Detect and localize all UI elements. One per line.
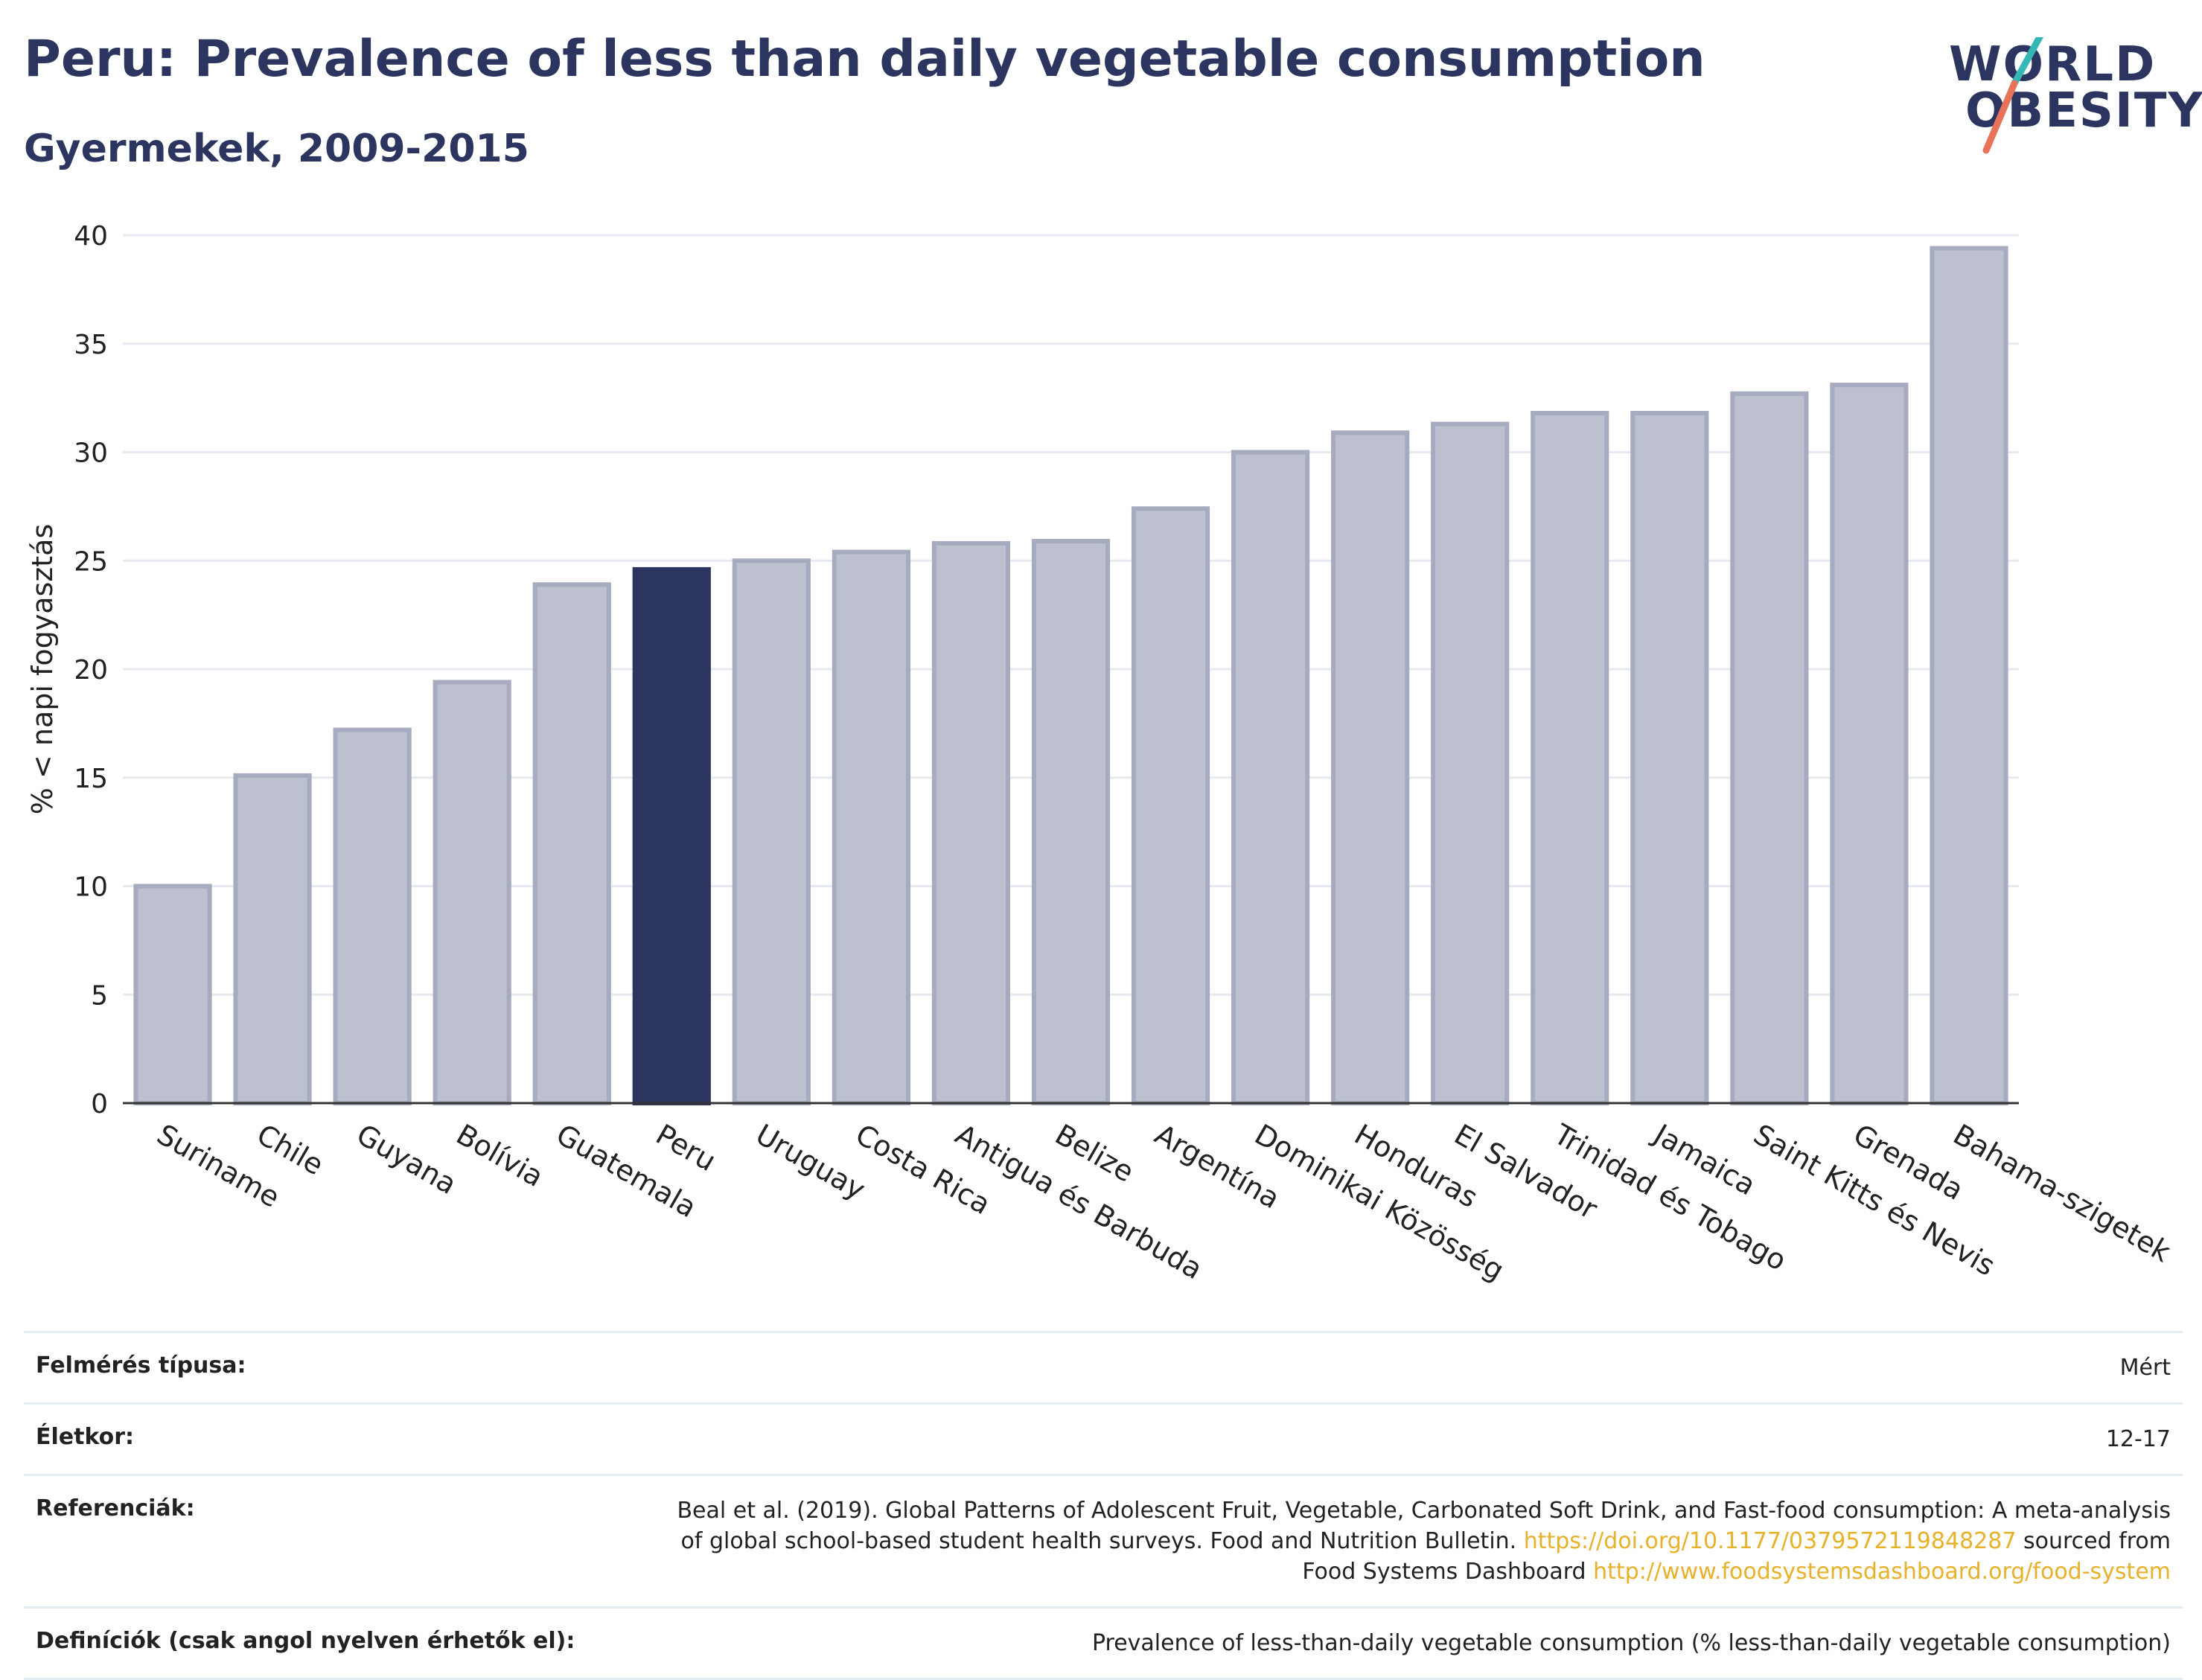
bar: [1730, 391, 1809, 1106]
reference-text-1: Beal et al. (2019). Global Patterns of A…: [677, 1498, 2171, 1524]
age-label: Életkor:: [36, 1424, 135, 1450]
definitions-label: Definíciók (csak angol nyelven érhetők e…: [36, 1628, 575, 1654]
age-row: Életkor: 12-17: [24, 1402, 2183, 1474]
bar: [433, 680, 511, 1105]
references-value: Beal et al. (2019). Global Patterns of A…: [677, 1495, 2171, 1587]
logo-slash-icon: [1982, 37, 2043, 154]
bar: [931, 540, 1011, 1105]
y-tick-label: 5: [91, 980, 108, 1011]
definitions-row: Definíciók (csak angol nyelven érhetők e…: [24, 1606, 2183, 1680]
bar: [1331, 430, 1410, 1105]
page-subtitle: Gyermekek, 2009-2015: [24, 127, 529, 171]
x-tick-label: Uruguay: [750, 1118, 871, 1207]
bar: [1531, 411, 1609, 1105]
survey-type-row: Felmérés típusa: Mért: [24, 1331, 2183, 1402]
bar: [1031, 539, 1111, 1105]
x-tick-label: Peru: [651, 1118, 721, 1178]
y-tick-label: 15: [74, 764, 108, 794]
references-row: Referenciák: Beal et al. (2019). Global …: [24, 1474, 2183, 1606]
survey-type-label: Felmérés típusa:: [36, 1352, 246, 1379]
reference-text-4: Food Systems Dashboard: [1302, 1559, 1586, 1585]
bar: [1231, 450, 1310, 1105]
bar: [532, 582, 611, 1105]
survey-type-value: Mért: [2119, 1355, 2171, 1381]
bar: [832, 549, 910, 1105]
bar: [1830, 383, 1909, 1105]
y-axis-label: % < napi fogyasztás: [26, 524, 59, 814]
y-tick-label: 10: [74, 872, 108, 903]
bar: [732, 558, 811, 1105]
logo-text-line1: WORLD: [1949, 37, 2157, 92]
bar: [632, 566, 711, 1106]
bar: [1630, 411, 1709, 1105]
references-label: Referenciák:: [36, 1495, 195, 1521]
page-title: Peru: Prevalence of less than daily vege…: [24, 30, 1705, 89]
definitions-value: Prevalence of less-than-daily vegetable …: [1091, 1630, 2171, 1656]
bar: [233, 773, 312, 1106]
bar: [1431, 421, 1510, 1106]
y-tick-label: 40: [74, 221, 108, 252]
y-tick-label: 35: [74, 330, 108, 360]
x-tick-label: Bolívia: [451, 1118, 549, 1193]
y-tick-label: 0: [91, 1089, 108, 1120]
world-obesity-logo: WORLD OBESITY: [1943, 37, 2202, 156]
dashboard-link[interactable]: http://www.foodsystemsdashboard.org/food…: [1593, 1559, 2171, 1585]
bar: [333, 727, 412, 1105]
reference-text-3: sourced from: [2023, 1528, 2171, 1554]
y-tick-label: 30: [74, 438, 108, 469]
x-tick-label: Guyana: [351, 1118, 462, 1201]
bar: [1131, 506, 1210, 1106]
metadata-table: Felmérés típusa: Mért Életkor: 12-17 Ref…: [24, 1331, 2183, 1680]
y-tick-label: 20: [74, 655, 108, 686]
bar: [1930, 246, 2008, 1106]
doi-link[interactable]: https://doi.org/10.1177/0379572119848287: [1523, 1528, 2017, 1554]
age-value: 12-17: [2105, 1426, 2171, 1452]
bar: [133, 884, 212, 1105]
y-tick-label: 25: [74, 546, 108, 577]
reference-text-2: of global school-based student health su…: [680, 1528, 1517, 1554]
